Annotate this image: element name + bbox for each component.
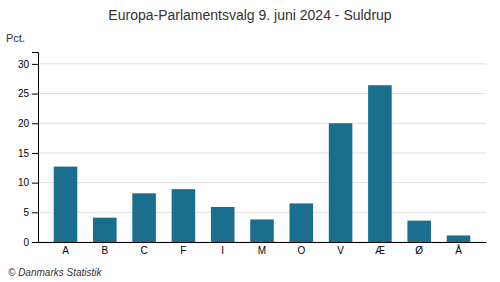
y-tick-label: 0 (23, 237, 29, 248)
y-tick-label: 10 (18, 177, 30, 188)
x-tick: A (62, 245, 69, 256)
x-axis-line (39, 242, 487, 243)
bar (329, 123, 353, 242)
y-tick-label: 15 (18, 148, 30, 159)
x-tick-label: C (140, 245, 147, 256)
y-axis: 0 5 10 15 20 25 30 (18, 53, 39, 248)
y-tick-label: 5 (23, 207, 29, 218)
grid-line (38, 152, 486, 153)
x-tick-label: I (221, 245, 224, 256)
x-tick: Å (455, 244, 462, 256)
y-tick: 15 (18, 148, 38, 159)
grid-line (38, 63, 486, 64)
bar (447, 235, 471, 242)
y-tick: 30 (18, 59, 38, 70)
y-tick: 5 (23, 207, 38, 218)
x-tick-label: F (180, 245, 186, 256)
bar (132, 193, 156, 242)
bar (368, 85, 392, 242)
y-tick: 0 (23, 237, 38, 248)
title: Europa-Parlamentsvalg 9. juni 2024 - Sul… (108, 7, 391, 23)
x-tick: O (297, 245, 305, 256)
x-tick-label: A (62, 245, 69, 256)
x-tick-label: M (258, 245, 266, 256)
x-tick-label: O (297, 245, 305, 256)
x-tick-label: Ø (415, 245, 423, 256)
bar (54, 167, 78, 242)
grid (38, 64, 486, 242)
y-tick-mark (32, 123, 38, 124)
grid-line (38, 212, 486, 213)
y-tick-mark (32, 64, 38, 65)
x-tick: Ø (415, 245, 423, 256)
bar (172, 189, 196, 242)
chart: Europa-Parlamentsvalg 9. juni 2024 - Sul… (0, 0, 500, 282)
y-tick: 20 (18, 118, 38, 129)
y-tick-mark (32, 183, 38, 184)
footer: © Danmarks Statistik (8, 267, 103, 278)
bar (290, 203, 314, 242)
grid-line (38, 123, 486, 124)
bar (93, 218, 117, 242)
y-tick-label: 20 (18, 118, 30, 129)
y-axis-label: Pct. (6, 32, 25, 44)
x-tick: M (258, 245, 266, 256)
x-tick: Æ (375, 245, 385, 256)
y-tick-label: 30 (18, 59, 30, 70)
x-tick: V (337, 245, 344, 256)
x-axis: ABCFIMOVÆØÅ (39, 243, 487, 257)
bar (211, 207, 235, 242)
y-tick-mark (32, 94, 38, 95)
x-tick: F (180, 245, 186, 256)
y-tick: 10 (18, 177, 38, 188)
bar (250, 219, 274, 242)
grid-line (38, 182, 486, 183)
y-tick-label: 25 (18, 88, 30, 99)
x-tick-label: Å (455, 244, 462, 256)
x-tick: C (140, 245, 147, 256)
y-tick-mark (32, 212, 38, 213)
x-tick: B (101, 245, 108, 256)
bar (407, 221, 431, 242)
x-tick-label: B (101, 245, 108, 256)
bars (54, 85, 471, 242)
x-tick-label: V (337, 245, 344, 256)
x-tick: I (221, 245, 224, 256)
y-tick-mark (32, 242, 38, 243)
plot: 0 5 10 15 20 25 30 A B C F I M O V Æ Ø Å Pct. (6, 32, 487, 256)
x-tick-label: Æ (375, 245, 385, 256)
y-axis-line (32, 53, 39, 243)
y-tick-mark (32, 153, 38, 154)
y-tick: 25 (18, 88, 38, 99)
grid-line (38, 93, 486, 94)
